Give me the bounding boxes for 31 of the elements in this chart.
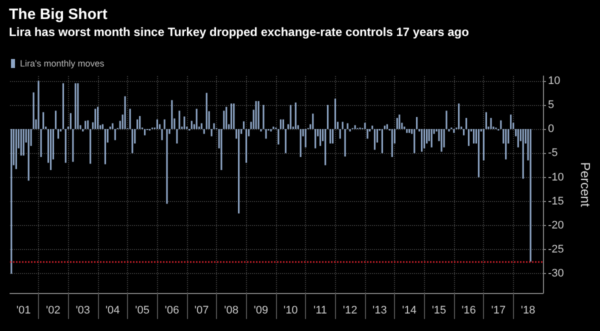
x-tick-label: '14 <box>402 304 417 316</box>
x-tick-label: '06 <box>164 304 180 316</box>
x-tick-label: '05 <box>135 304 150 316</box>
x-tick-label: '08 <box>224 304 238 316</box>
x-tick-label: '10 <box>283 304 298 316</box>
x-tick-label: '18 <box>520 304 536 316</box>
y-tick-label: -15 <box>548 195 564 208</box>
y-tick-label: -20 <box>548 219 564 232</box>
y-axis-title: Percent <box>578 162 593 208</box>
x-tick-label: '17 <box>491 304 506 316</box>
x-tick-label: '12 <box>342 304 358 316</box>
x-tick-label: '15 <box>432 304 446 316</box>
x-tick-label: '09 <box>254 304 268 316</box>
y-tick-label: 10 <box>548 74 560 87</box>
chart-subtitle: Lira has worst month since Turkey dropped exchange-rate controls 17 years ago <box>9 25 469 39</box>
x-tick-label: '04 <box>105 304 120 316</box>
x-tick-label: '01 <box>16 304 31 316</box>
x-tick-label: '11 <box>314 304 328 316</box>
y-tick-label: -30 <box>548 268 564 280</box>
x-tick-label: '02 <box>46 304 60 316</box>
chart-title: The Big Short <box>9 6 108 23</box>
x-tick-label: '13 <box>372 304 387 316</box>
x-tick-label: '07 <box>194 304 209 316</box>
y-tick-label: -10 <box>548 171 564 184</box>
x-tick-label: '16 <box>462 304 476 316</box>
legend-label: Lira's monthly moves <box>20 58 105 68</box>
y-tick-label: -25 <box>548 244 564 256</box>
y-tick-label: -5 <box>548 147 558 160</box>
x-tick-label: '03 <box>76 304 90 316</box>
y-tick-label: 5 <box>548 98 554 111</box>
y-tick-label: 0 <box>548 123 554 136</box>
